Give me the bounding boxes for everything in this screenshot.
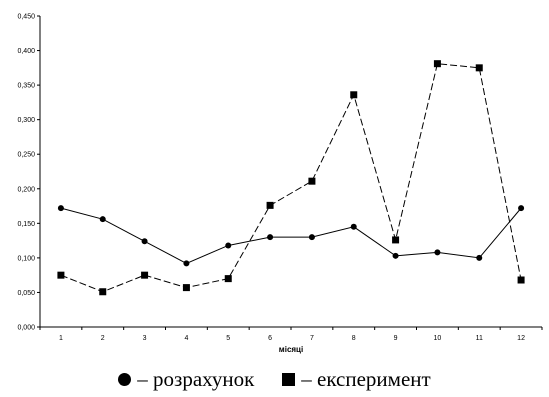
data-point-circle [225,242,232,249]
y-tick-labels: 0,000 0,050 0,100 0,150 0,200 0,250 0,300 0,350… [17,14,40,332]
data-point-square [517,276,525,284]
y-tick-label: 0,150 [17,221,35,228]
series-line-1 [60,63,522,293]
y-tick-label: 0,050 [17,290,35,297]
data-point-square [266,201,274,209]
y-tick-label: 0,400 [17,48,35,55]
x-tick-label: 1 [59,335,63,342]
data-point-circle [476,254,483,261]
y-tick-label: 0,350 [17,83,35,90]
x-tick-label: 8 [352,335,356,342]
data-point-circle [518,205,525,212]
data-point-square [308,177,316,185]
data-point-square [350,91,358,99]
legend-item-calculation: – розрахунок [118,367,254,392]
x-tick-label: 9 [394,335,398,342]
y-tick-label: 0,000 [17,325,35,332]
x-tick-label: 7 [310,335,314,342]
chart-legend: – розрахунок – експеримент [0,364,549,394]
chart-axes [39,16,542,328]
data-point-circle [267,234,274,241]
y-tick-label: 0,100 [17,255,35,262]
data-point-square [224,275,232,283]
data-point-circle [350,223,357,230]
x-tick-label: 12 [517,335,525,342]
x-tick-label: 10 [434,335,442,342]
line-chart: 0,000 0,050 0,100 0,150 0,200 0,250 0,300 0,350… [17,14,543,354]
series-line-0 [60,207,522,264]
y-tick-label: 0,250 [17,152,35,159]
data-point-square [57,271,65,279]
x-tick-label: 2 [101,335,105,342]
data-point-circle [434,249,441,256]
circle-marker-icon [118,372,132,386]
y-tick-label: 0,300 [17,117,35,124]
x-tick-label: 6 [268,335,272,342]
data-point-circle [183,260,190,267]
x-tick-labels: 1 2 3 4 5 6 7 8 9 10 11 12 [39,327,543,342]
y-tick-label: 0,200 [17,186,35,193]
y-tick-label: 0,450 [17,14,35,21]
square-marker-icon [282,372,296,386]
x-tick-label: 11 [476,335,483,342]
x-tick-label: 4 [184,335,188,342]
data-point-circle [308,234,315,241]
chart-series [57,60,525,296]
data-point-square [99,288,107,296]
data-point-square [433,60,441,68]
x-tick-label: 3 [143,335,147,342]
legend-item-experiment: – експеримент [282,366,431,392]
data-point-circle [392,252,399,259]
data-point-square [141,271,149,279]
data-point-circle [57,205,64,212]
data-point-circle [99,216,106,223]
data-point-circle [141,238,148,245]
x-tick-label: 5 [226,335,230,342]
data-point-square [182,284,190,292]
legend-label-calculation: – розрахунок [137,366,255,391]
data-point-square [475,64,483,72]
legend-label-experiment: – експеримент [301,366,431,391]
x-axis-title: місяці [279,345,303,354]
data-point-square [392,236,400,244]
